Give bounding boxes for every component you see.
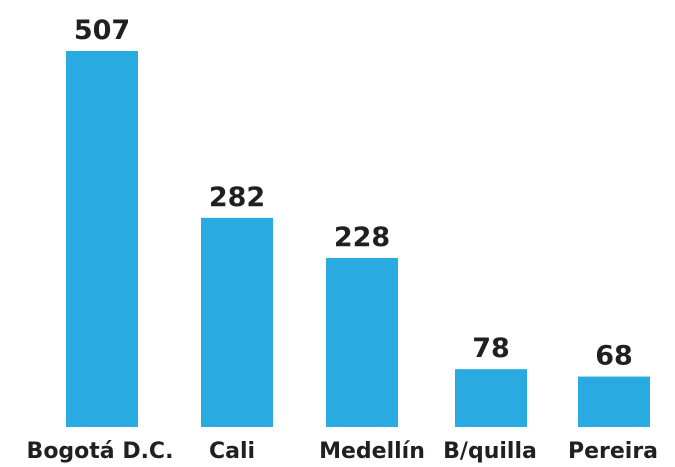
category-label: Pereira [568,439,658,464]
category-label: Cali [209,439,255,464]
category-label: B/quilla [443,439,537,464]
bar [578,376,650,427]
value-label: 507 [74,15,130,46]
bar [66,51,138,427]
bar [455,369,527,427]
value-label: 282 [209,182,265,213]
value-label: 228 [334,222,390,253]
value-label: 78 [472,333,510,364]
bar [201,217,273,427]
category-label: Bogotá D.C. [27,439,174,464]
value-label: 68 [595,341,633,372]
bar [326,257,398,427]
category-label: Medellín [319,439,425,464]
